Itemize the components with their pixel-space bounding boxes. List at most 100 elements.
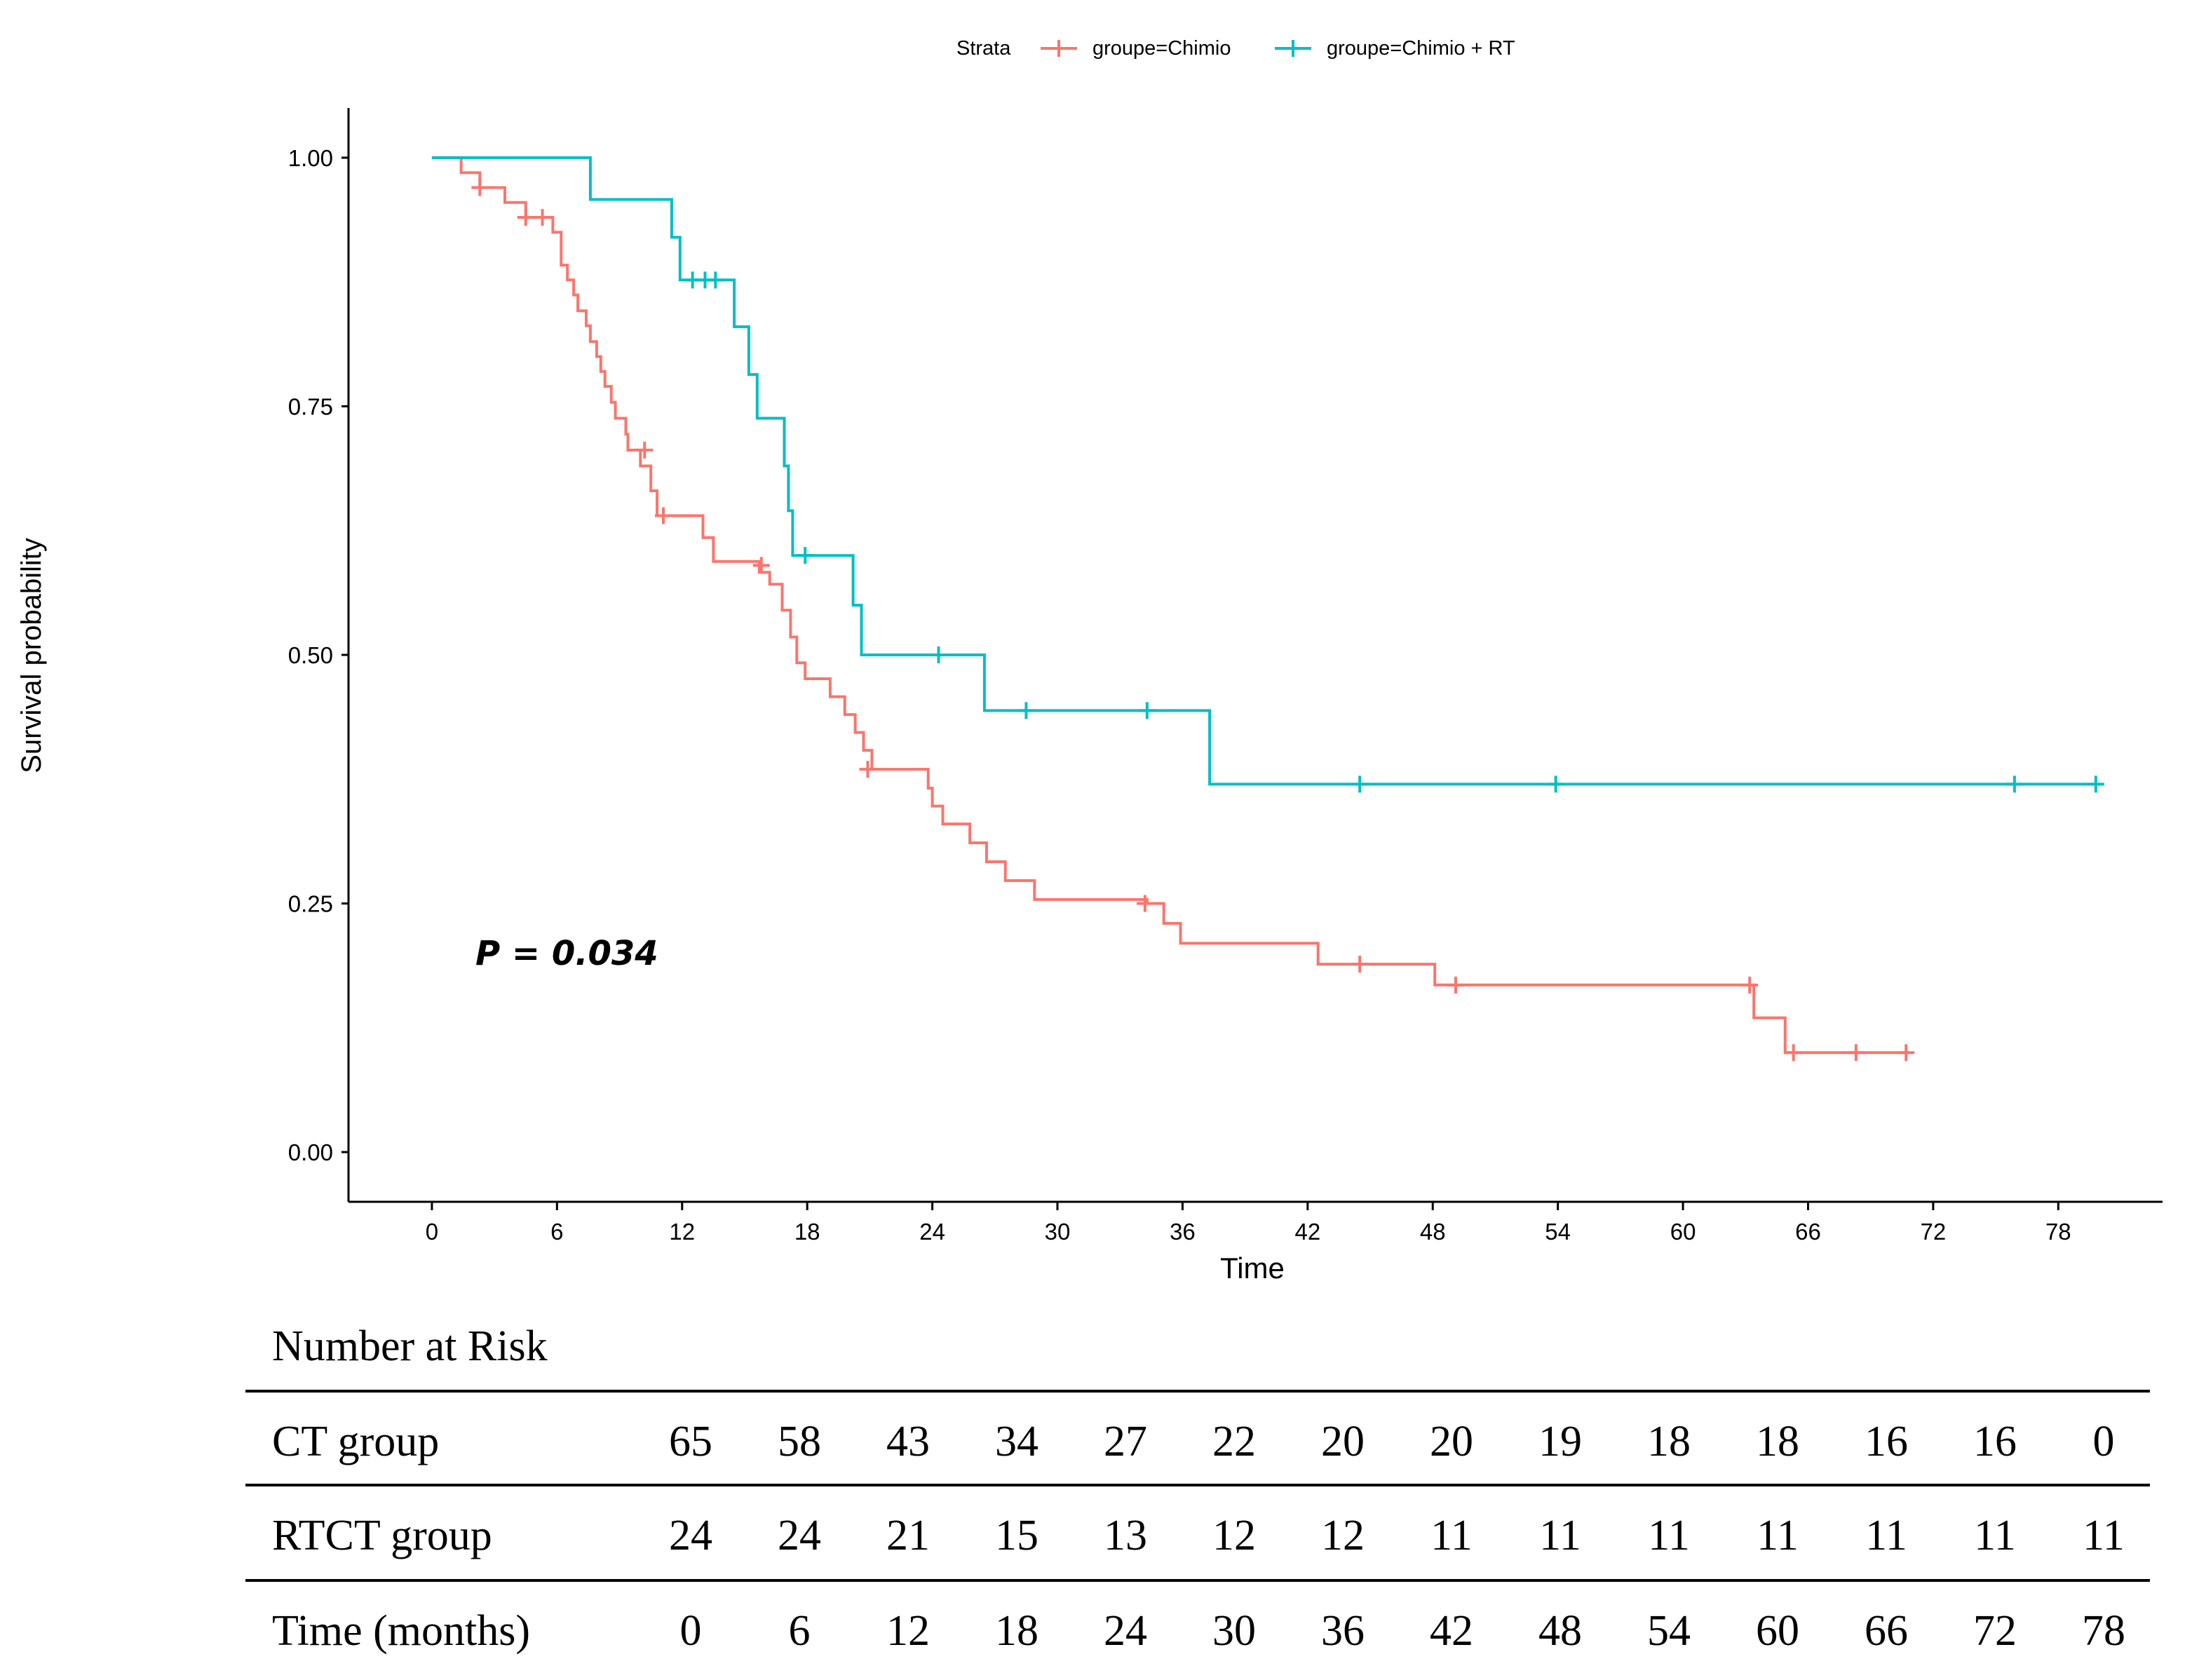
x-tick-label: 54 — [1545, 1219, 1571, 1245]
risk-cell: 11 — [1865, 1512, 1907, 1559]
censor-mark-chimio — [1447, 976, 1464, 994]
x-tick-label: 30 — [1045, 1219, 1071, 1245]
censor-mark-chimio-rt — [1547, 775, 1564, 793]
risk-cell: 22 — [1212, 1418, 1256, 1465]
legend: Strata groupe=Chimio groupe=Chimio + RT — [956, 37, 1515, 60]
risk-cell: 72 — [1973, 1607, 2017, 1655]
censor-mark-chimio-rt — [797, 547, 814, 564]
risk-cell: 27 — [1104, 1418, 1147, 1465]
risk-cell: 65 — [669, 1418, 712, 1465]
risk-cell: 15 — [995, 1512, 1038, 1559]
censor-mark-chimio-rt — [2005, 775, 2023, 793]
risk-cell: 58 — [778, 1418, 821, 1465]
risk-cell: 11 — [1648, 1512, 1690, 1559]
censor-mark-chimio-rt — [1138, 702, 1156, 719]
x-tick-label: 72 — [1921, 1219, 1947, 1245]
x-tick-label: 60 — [1670, 1219, 1696, 1245]
x-tick-label: 36 — [1170, 1219, 1196, 1245]
censor-mark-chimio — [1136, 895, 1153, 912]
legend-title: Strata — [956, 37, 1011, 60]
x-axis-title: Time — [1220, 1252, 1285, 1285]
y-tick-label: 0.75 — [288, 393, 333, 419]
censor-mark-chimio-rt — [2087, 775, 2104, 793]
risk-cell: 19 — [1538, 1418, 1582, 1465]
censor-mark-chimio — [1847, 1044, 1865, 1062]
risk-cell: 66 — [1865, 1607, 1908, 1655]
x-tick-label: 78 — [2045, 1219, 2071, 1245]
risk-cell: 12 — [1321, 1512, 1365, 1559]
risk-cell: 18 — [1756, 1418, 1799, 1465]
censor-mark-chimio-rt — [1351, 775, 1369, 793]
y-axis-ticks: 0.00 0.25 0.50 0.75 1.00 — [288, 145, 349, 1165]
x-tick-label: 18 — [794, 1219, 820, 1245]
censor-mark-chimio — [1741, 976, 1759, 994]
risk-row-label: RTCT group — [272, 1512, 492, 1559]
censor-mark-chimio — [534, 209, 551, 226]
censor-mark-chimio — [655, 507, 672, 524]
risk-cell: 60 — [1756, 1607, 1799, 1655]
x-tick-label: 12 — [669, 1219, 695, 1245]
risk-cell: 11 — [1430, 1512, 1473, 1559]
risk-table-title: Number at Risk — [272, 1322, 548, 1370]
x-tick-label: 24 — [919, 1219, 945, 1245]
x-tick-label: 42 — [1294, 1219, 1320, 1245]
p-value-annotation: P = 0.034 — [475, 934, 658, 973]
censor-mark-chimio — [517, 209, 534, 226]
risk-cell: 20 — [1430, 1418, 1473, 1465]
series-line-chimio-rt — [431, 156, 2100, 786]
risk-row-label: CT group — [272, 1418, 439, 1465]
risk-cell: 16 — [1865, 1418, 1908, 1465]
risk-cell: 30 — [1212, 1607, 1256, 1655]
risk-cell: 18 — [995, 1607, 1038, 1655]
risk-cell: 43 — [886, 1418, 930, 1465]
risk-cell: 24 — [778, 1512, 821, 1559]
risk-cell: 11 — [2083, 1512, 2125, 1559]
risk-cell: 36 — [1321, 1607, 1365, 1655]
x-tick-label: 66 — [1795, 1219, 1821, 1245]
x-tick-label: 6 — [550, 1219, 563, 1245]
risk-cell: 20 — [1321, 1418, 1365, 1465]
risk-cell: 21 — [886, 1512, 930, 1559]
censor-mark-chimio — [1785, 1044, 1802, 1062]
risk-cell: 48 — [1538, 1607, 1582, 1655]
censor-mark-chimio — [471, 179, 489, 196]
x-tick-label: 0 — [426, 1219, 438, 1245]
risk-cell: 11 — [1974, 1512, 2016, 1559]
y-axis-title: Survival probability — [16, 538, 47, 773]
censor-mark-chimio — [752, 557, 770, 574]
risk-cell: 6 — [789, 1607, 811, 1655]
censor-mark-chimio — [859, 761, 877, 778]
risk-row-label: Time (months) — [272, 1607, 530, 1655]
y-tick-label: 0.50 — [288, 642, 333, 668]
censor-mark-chimio-rt — [930, 646, 947, 663]
legend-label-chimio: groupe=Chimio — [1092, 37, 1231, 60]
risk-cell: 13 — [1104, 1512, 1147, 1559]
y-tick-label: 0.25 — [288, 891, 333, 917]
risk-cell: 24 — [669, 1512, 712, 1559]
legend-label-chimio-rt: groupe=Chimio + RT — [1327, 37, 1515, 60]
series-line-chimio — [431, 156, 1909, 1055]
risk-cell: 11 — [1757, 1512, 1799, 1559]
x-tick-label: 48 — [1420, 1219, 1446, 1245]
legend-key-cross-chimio — [1050, 40, 1067, 57]
censor-mark-chimio — [1897, 1044, 1915, 1062]
risk-cell: 12 — [886, 1607, 930, 1655]
risk-cell: 18 — [1647, 1418, 1691, 1465]
x-axis-ticks: 0 6 12 18 24 30 36 42 48 54 60 66 72 78 — [426, 1202, 2071, 1245]
censor-mark-chimio-rt — [1017, 702, 1035, 719]
risk-cell: 12 — [1212, 1512, 1256, 1559]
risk-cell: 78 — [2082, 1607, 2125, 1655]
censor-mark-chimio — [636, 441, 654, 459]
y-tick-label: 0.00 — [288, 1139, 333, 1165]
risk-cell: 11 — [1539, 1512, 1581, 1559]
risk-cell: 34 — [995, 1418, 1038, 1465]
risk-cell: 16 — [1973, 1418, 2017, 1465]
y-tick-label: 1.00 — [288, 145, 333, 171]
risk-table: Number at Risk CT group 65 58 43 34 27 22 20 20 1… — [245, 1322, 2150, 1655]
legend-key-cross-chimio-rt — [1285, 40, 1301, 57]
survival-curves — [431, 156, 2104, 1062]
risk-cell: 0 — [2093, 1418, 2115, 1465]
risk-cell: 0 — [680, 1607, 702, 1655]
risk-cell: 42 — [1430, 1607, 1473, 1655]
